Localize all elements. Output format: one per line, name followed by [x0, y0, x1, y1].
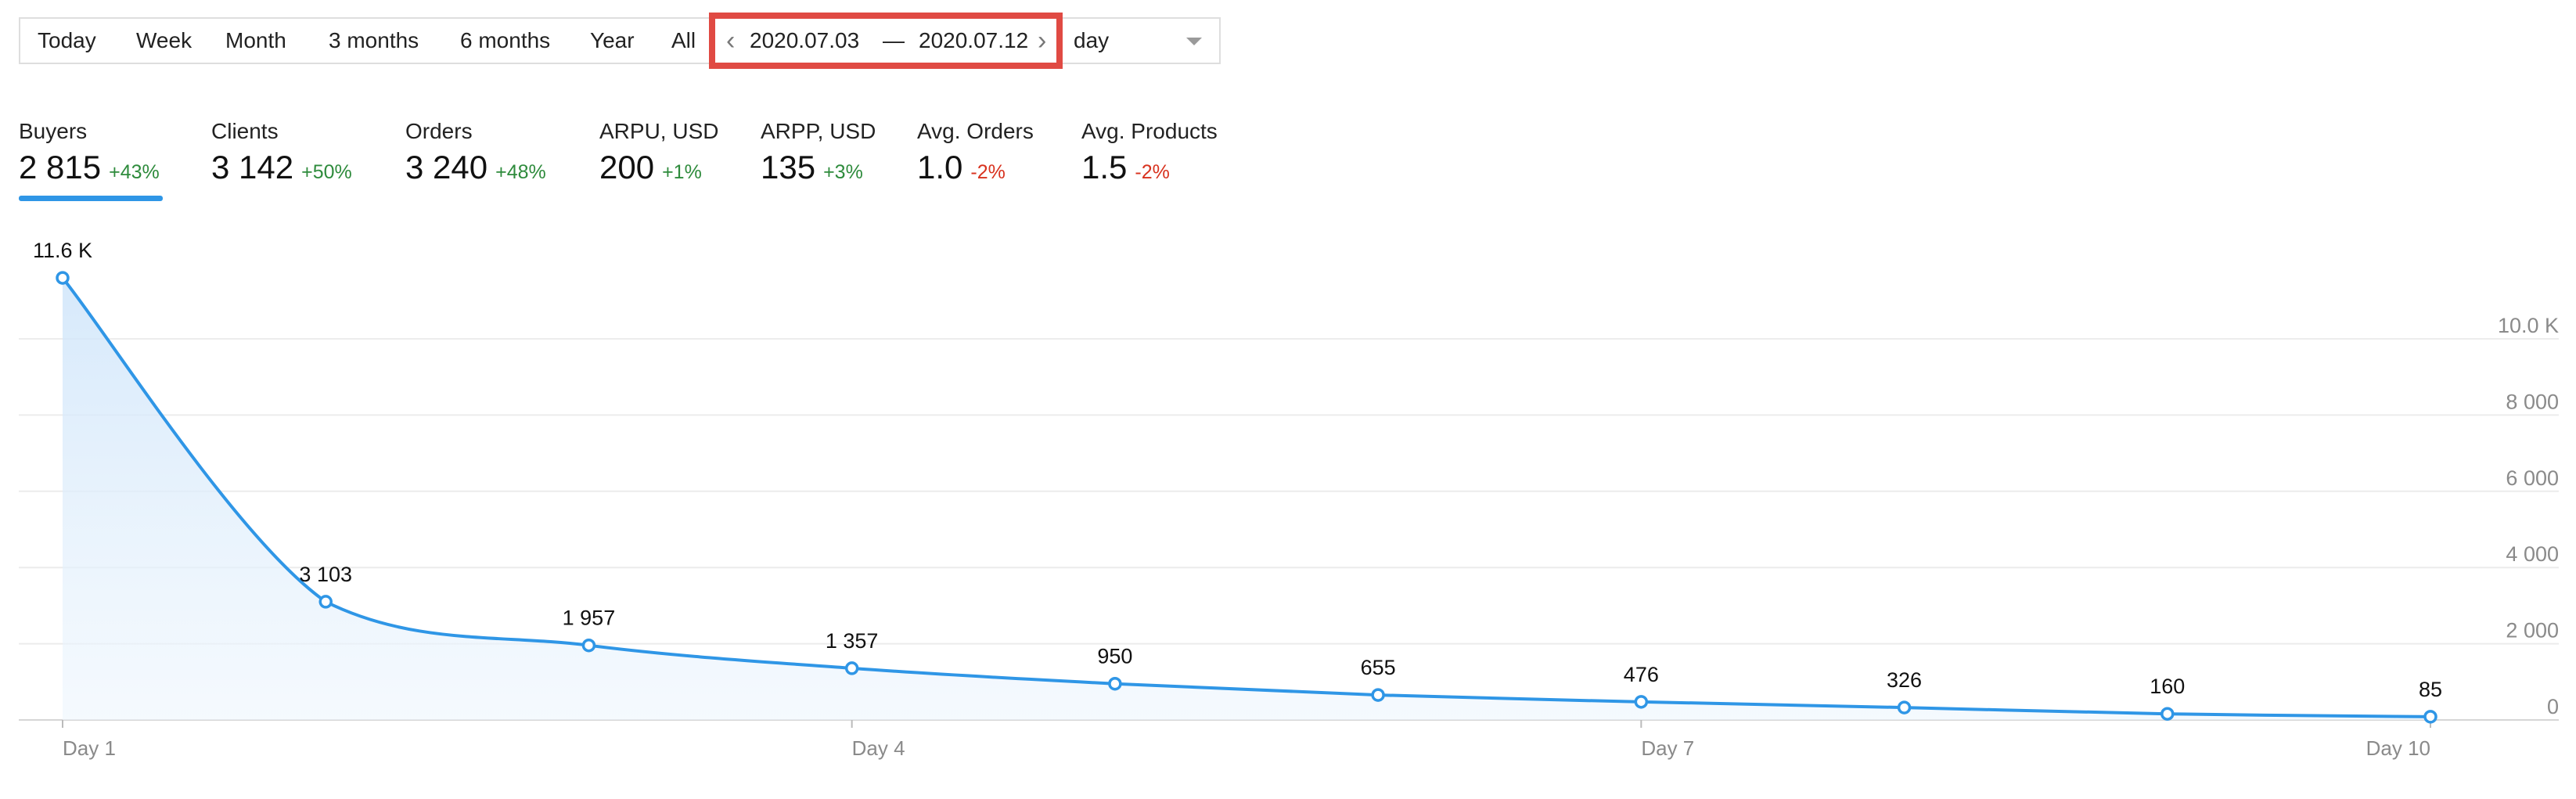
metric-label: Orders	[405, 119, 473, 143]
caret-down-icon	[1186, 38, 1202, 45]
data-point[interactable]	[844, 661, 859, 675]
period-week-button[interactable]: Week	[136, 28, 192, 52]
metric-value: 135	[761, 149, 816, 185]
metric-value: 1.0	[917, 149, 963, 185]
metric-delta: +48%	[495, 161, 546, 183]
metric-label: Avg. Orders	[917, 119, 1034, 143]
metric-value: 1.5	[1081, 149, 1128, 185]
y-tick-label: 10.0 K	[2498, 314, 2559, 337]
data-label: 3 103	[299, 563, 352, 586]
metric-orders[interactable]: Orders 3 240 +48%	[405, 117, 546, 189]
data-point[interactable]	[318, 595, 333, 609]
metric-value: 2 815	[19, 149, 102, 185]
data-label: 85	[2419, 678, 2442, 701]
period-year-button[interactable]: Year	[590, 28, 635, 52]
metric-label: Buyers	[19, 119, 88, 143]
metric-avg-orders[interactable]: Avg. Orders 1.0 -2%	[917, 117, 1034, 189]
period-toolbar: Today Week Month 3 months 6 months Year …	[19, 13, 1221, 69]
y-tick-label: 8 000	[2506, 390, 2559, 413]
y-tick-label: 0	[2547, 695, 2559, 718]
metric-delta: +3%	[823, 161, 863, 183]
data-label: 1 957	[563, 606, 616, 630]
y-tick-label: 2 000	[2506, 619, 2559, 642]
period-today-button[interactable]: Today	[38, 28, 96, 52]
x-tick-label: Day 4	[852, 736, 905, 760]
chevron-left-icon[interactable]: ‹	[726, 26, 736, 56]
data-label: 160	[2150, 675, 2185, 698]
metric-value: 3 240	[405, 149, 488, 185]
x-tick-label: Day 10	[2366, 736, 2430, 760]
data-point[interactable]	[1897, 700, 1912, 714]
data-point[interactable]	[1108, 676, 1122, 691]
buyers-chart: 0 2 000 4 000 6 000 8 000 10.0 K Day 1 Day 4 Day…	[19, 239, 2559, 760]
metric-label: Clients	[211, 119, 279, 143]
metric-clients[interactable]: Clients 3 142 +50%	[211, 117, 352, 189]
selected-metric-indicator	[19, 196, 163, 201]
range-separator: —	[883, 28, 905, 52]
data-label: 950	[1097, 645, 1132, 668]
series-area	[63, 278, 2430, 720]
metric-delta: +1%	[662, 161, 702, 183]
metric-value: 200	[599, 149, 655, 185]
data-label: 476	[1624, 663, 1659, 686]
data-label: 655	[1361, 656, 1396, 679]
metric-value: 3 142	[211, 149, 294, 185]
date-range-picker[interactable]: ‹ 2020.07.03 — 2020.07.12 ›	[709, 13, 1063, 69]
metric-delta: -2%	[1135, 161, 1170, 183]
metric-avg-products[interactable]: Avg. Products 1.5 -2%	[1081, 117, 1218, 189]
metric-delta: +50%	[301, 161, 352, 183]
x-tick-label: Day 1	[63, 736, 116, 760]
x-tick-label: Day 7	[1641, 736, 1694, 760]
metric-label: ARPU, USD	[599, 119, 719, 143]
data-point[interactable]	[2423, 710, 2437, 724]
metric-buyers[interactable]: Buyers 2 815 +43%	[19, 117, 160, 189]
metric-arpu[interactable]: ARPU, USD 200 +1%	[599, 117, 718, 189]
data-label: 1 357	[826, 629, 879, 653]
period-all-button[interactable]: All	[671, 28, 696, 52]
metric-delta: +43%	[109, 161, 160, 183]
series-line	[61, 276, 2431, 718]
data-point[interactable]	[56, 271, 70, 285]
data-label: 11.6 K	[33, 239, 92, 262]
metric-label: Avg. Products	[1081, 119, 1218, 143]
period-month-button[interactable]: Month	[225, 28, 286, 52]
metric-arpp[interactable]: ARPP, USD 135 +3%	[761, 117, 876, 189]
data-point[interactable]	[1634, 695, 1649, 709]
period-6-months-button[interactable]: 6 months	[460, 28, 551, 52]
period-3-months-button[interactable]: 3 months	[329, 28, 419, 52]
data-point[interactable]	[581, 638, 596, 653]
data-label: 326	[1887, 668, 1922, 692]
data-point[interactable]	[2160, 707, 2175, 721]
chevron-right-icon[interactable]: ›	[1038, 26, 1047, 56]
granularity-select[interactable]: day	[1074, 19, 1214, 63]
range-end-date[interactable]: 2020.07.12	[919, 28, 1029, 52]
granularity-value: day	[1074, 28, 1110, 52]
metric-delta: -2%	[970, 161, 1006, 183]
data-point[interactable]	[1371, 688, 1385, 702]
y-tick-label: 6 000	[2506, 466, 2559, 490]
y-tick-label: 4 000	[2506, 542, 2559, 566]
range-start-date[interactable]: 2020.07.03	[750, 28, 860, 52]
metric-label: ARPP, USD	[761, 119, 876, 143]
